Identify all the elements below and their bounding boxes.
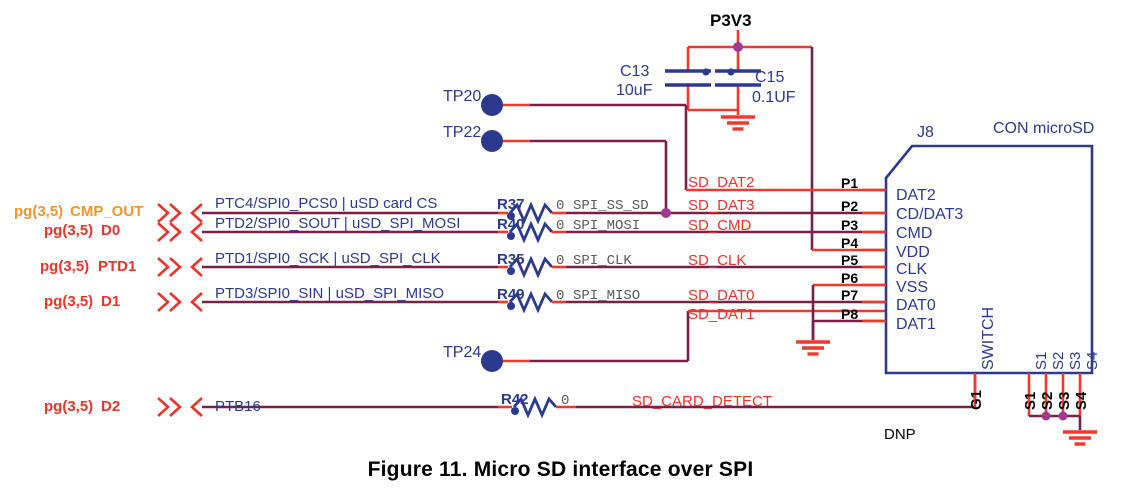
net-label-sd-dat2: SD_DAT2 xyxy=(688,174,755,191)
resistor-symbols xyxy=(508,201,558,419)
detect-pin-desc: PTB16 xyxy=(215,398,261,415)
connector-pin-name-cd-dat3: CD/DAT3 xyxy=(896,206,964,223)
connector-switch-pin-outer-s3: S3 xyxy=(1056,391,1073,410)
connector-pin-name-clk: CLK xyxy=(896,261,928,278)
signal-wires-left xyxy=(202,211,512,409)
net-label-spi-ss-sd: SPI_SS_SD xyxy=(573,198,649,214)
port-sheet-d1: pg(3,5) xyxy=(44,293,94,310)
port-label-d1: D1 xyxy=(101,293,121,310)
resistor-value-r42: 0 xyxy=(561,393,570,409)
testpoint-tp20-label: TP20 xyxy=(443,88,482,105)
port-sheet-d2: pg(3,5) xyxy=(44,398,94,415)
connector-pin-number-p1: P1 xyxy=(841,175,859,191)
connector-pin-number-p7: P7 xyxy=(841,287,859,303)
cap-c15-value: 0.1UF xyxy=(752,89,796,106)
net-label-sd-card-detect: SD_CARD_DETECT xyxy=(632,393,773,410)
resistor-ref-r49: R49 xyxy=(497,286,525,303)
connector-switch-pin-outer-s1: S1 xyxy=(1022,391,1039,410)
connector-switch-pin-inner-s3: S3 xyxy=(1067,351,1084,370)
net-label-spi-mosi: SPI_MOSI xyxy=(573,218,641,234)
signal-pin-desc-mosi: PTD2/SPI0_SOUT | uSD_SPI_MOSI xyxy=(215,215,461,232)
connector-ref: J8 xyxy=(917,124,934,141)
connector-pin-number-p2: P2 xyxy=(841,198,859,214)
connector-pin-stubs xyxy=(862,188,886,323)
testpoint-tp24-label: TP24 xyxy=(443,344,482,361)
connector-pin-name-cmd: CMD xyxy=(896,225,933,242)
cap-c13-value: 10uF xyxy=(616,82,653,99)
resistor-ref-r37: R37 xyxy=(497,196,525,213)
signal-pin-desc-ss: PTC4/SPI0_PCS0 | uSD card CS xyxy=(215,195,438,212)
cap-c13-ref: C13 xyxy=(620,63,650,80)
resistor-pin-dots xyxy=(507,212,519,415)
figure-caption: Figure 11. Micro SD interface over SPI xyxy=(367,458,754,481)
junction-dot-ss xyxy=(661,208,671,218)
connector-switch-pin-outer-s2: S2 xyxy=(1039,391,1056,410)
dnp-note: DNP xyxy=(884,426,916,443)
resistor-ref-r40: R40 xyxy=(497,216,525,233)
cap-c15-ref: C15 xyxy=(755,69,785,86)
connector-switch-pin-inner-s1: S1 xyxy=(1033,351,1050,370)
connector-pin-name-dat0: DAT0 xyxy=(896,297,936,314)
net-label-sd-dat0: SD_DAT0 xyxy=(688,287,755,304)
connector-switch-stubs xyxy=(973,373,1082,416)
junction-dot-s2 xyxy=(1041,411,1051,421)
port-label-d0: D0 xyxy=(101,222,121,239)
port-label-cmp-out: CMP_OUT xyxy=(70,203,144,220)
connector-pin-number-p5: P5 xyxy=(841,252,859,268)
ground-symbol-caps xyxy=(719,115,757,131)
connector-pin-name-dat2: DAT2 xyxy=(896,187,936,204)
connector-pin-number-p6: P6 xyxy=(841,270,859,286)
testpoint-tp22-label: TP22 xyxy=(443,124,482,141)
connector-pin-name-dat1: DAT1 xyxy=(896,316,936,333)
testpoint-tp22-wire xyxy=(481,130,668,213)
power-rail-label: P3V3 xyxy=(710,11,752,30)
net-label-sd-clk: SD_CLK xyxy=(688,252,747,269)
port-sheet-ptd1: pg(3,5) xyxy=(40,258,90,275)
connector-pin-number-p8: P8 xyxy=(841,306,859,322)
net-label-spi-clk: SPI_CLK xyxy=(573,253,632,269)
resistor-value-r49: 0 xyxy=(556,288,565,304)
net-label-sd-dat1: SD_DAT1 xyxy=(688,306,755,323)
junction-dot xyxy=(733,42,743,52)
net-label-spi-miso: SPI_MISO xyxy=(573,288,641,304)
resistor-value-r40: 0 xyxy=(556,218,565,234)
signal-pin-desc-clk: PTD1/SPI0_SCK | uSD_SPI_CLK xyxy=(215,250,441,267)
port-label-d2: D2 xyxy=(101,398,121,415)
connector-pin-name-vdd: VDD xyxy=(896,244,930,261)
resistor-value-r35: 0 xyxy=(556,253,565,269)
connector-switch-pin-inner-s4: S4 xyxy=(1084,351,1101,370)
ground-symbol-switch xyxy=(1061,430,1099,446)
net-label-sd-dat3: SD_DAT3 xyxy=(688,197,755,214)
signal-wires-right xyxy=(552,211,977,409)
connector-pin-number-p3: P3 xyxy=(841,217,859,233)
signal-pin-desc-miso: PTD3/SPI0_SIN | uSD_SPI_MISO xyxy=(215,285,444,302)
resistor-ref-r35: R35 xyxy=(497,251,525,268)
connector-switch-label: SWITCH xyxy=(980,306,997,370)
port-label-ptd1: PTD1 xyxy=(98,258,137,275)
junction-dot-s3 xyxy=(1058,411,1068,421)
connector-pin-name-vss: VSS xyxy=(896,279,929,296)
ground-symbol-vss xyxy=(794,340,832,356)
port-chevrons xyxy=(157,203,203,417)
resistor-ref-r42: R42 xyxy=(501,391,529,408)
connector-body xyxy=(884,144,1094,375)
connector-switch-pin-inner-s2: S2 xyxy=(1050,351,1067,370)
testpoint-tp24-wire xyxy=(481,309,886,372)
resistor-value-r37: 0 xyxy=(556,198,565,214)
port-sheet-d0: pg(3,5) xyxy=(44,222,94,239)
switch-ground-bus xyxy=(1029,414,1082,430)
connector-ground-pin-outer-g1: G1 xyxy=(968,389,985,410)
port-sheet-cmp-out: pg(3,5) xyxy=(14,203,64,220)
capacitor-c15-symbol xyxy=(715,68,761,87)
connector-type: CON microSD xyxy=(993,120,1095,137)
connector-pin-number-p4: P4 xyxy=(841,235,859,251)
capacitor-c13-symbol xyxy=(665,68,711,87)
net-label-sd-cmd: SD_CMD xyxy=(688,217,752,234)
sd-dat1-wire xyxy=(811,319,886,340)
testpoint-tp20-wire xyxy=(481,94,886,192)
connector-switch-pin-outer-s4: S4 xyxy=(1073,391,1090,410)
